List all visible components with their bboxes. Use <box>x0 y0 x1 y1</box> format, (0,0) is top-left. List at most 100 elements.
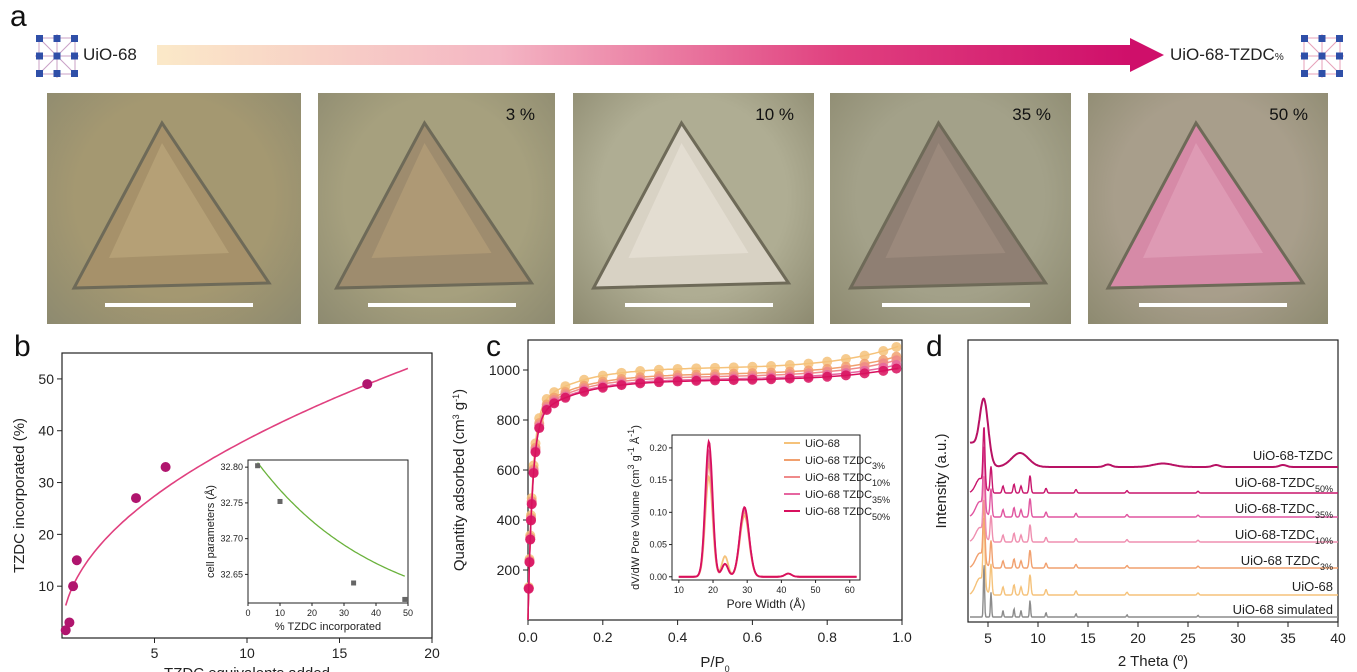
data-point <box>60 625 71 636</box>
isotherm-point <box>803 372 814 383</box>
isotherm-point <box>728 375 739 386</box>
x-tick-label: 15 <box>1080 630 1096 646</box>
isotherm-point <box>523 583 534 594</box>
loading-percent-label: 3 % <box>505 105 535 124</box>
pxrd-pattern <box>969 446 1338 518</box>
plot-frame <box>527 339 903 621</box>
legend-label: UiO-68 TZDC35% <box>805 489 890 505</box>
x-tick-label: 30 <box>1230 630 1246 646</box>
scale-bar <box>1139 303 1287 307</box>
inset-x-tick-label: 0 <box>245 608 250 618</box>
isotherm-point <box>878 345 889 356</box>
inset-x-tick-label: 20 <box>708 585 718 595</box>
y-axis-label: Quantity adsorbed (cm3 g-1) <box>451 389 468 571</box>
y-tick-label: 40 <box>38 423 54 439</box>
data-point <box>71 555 82 566</box>
isotherm-point <box>784 373 795 384</box>
isotherm-point <box>525 534 536 545</box>
y-axis-label: Intensity (a.u.) <box>933 433 950 528</box>
inset-data-point <box>351 580 357 586</box>
loading-percent-label: 50 % <box>1269 105 1308 124</box>
chart-d-pxrd: 5 10 15 20 25 30 35 40 2 Theta (º) Intensity (a.u… <box>933 339 1346 670</box>
panel-letter-b: b <box>14 330 31 363</box>
crystal-highlight <box>109 143 229 258</box>
isotherm-point <box>891 363 902 374</box>
isotherm-point <box>534 423 545 434</box>
isotherm-point <box>803 358 814 369</box>
chart-b-tzdc-incorporation: 5 10 15 20 10 20 30 40 50 TZDC equivalents added T… <box>11 352 440 672</box>
pxrd-pattern <box>969 517 1338 596</box>
inset-x-tick-label: 30 <box>742 585 752 595</box>
x-tick-label: 0.6 <box>743 629 763 645</box>
crystal-triangle <box>590 120 792 290</box>
inset-x-tick-label: 40 <box>776 585 786 595</box>
scale-bar <box>368 303 516 307</box>
pxrd-pattern <box>970 565 1338 618</box>
data-point <box>64 617 75 628</box>
y-tick-label: 30 <box>38 475 54 491</box>
panel-letter-a: a <box>10 0 27 33</box>
isotherm-point <box>525 515 536 526</box>
inset-x-tick-label: 10 <box>275 608 285 618</box>
isotherm-point <box>747 374 758 385</box>
crystal-photo-1 <box>47 93 301 324</box>
inset-y-axis-label: dV/dW Pore Volume (cm3 g-1 Å-1) <box>626 425 642 590</box>
isotherm-point <box>840 370 851 381</box>
data-point <box>362 379 373 390</box>
pattern-label: UiO-68-TZDC <box>1253 448 1333 463</box>
y-tick-label: 10 <box>38 578 54 594</box>
y-tick-label: 50 <box>38 371 54 387</box>
x-tick-label: 10 <box>239 645 255 661</box>
x-tick-label: 40 <box>1330 630 1346 646</box>
isotherm-point <box>635 378 646 389</box>
plot-frame <box>967 339 1339 623</box>
isotherm-point <box>891 341 902 352</box>
inset-x-axis-label: % TZDC incorporated <box>275 621 381 633</box>
isotherm-point <box>653 377 664 388</box>
y-tick-label: 20 <box>38 526 54 542</box>
inset-y-tick-label: 0.20 <box>649 443 667 453</box>
mof-structure-icon-left <box>35 34 79 78</box>
scale-bar <box>105 303 253 307</box>
inset-y-tick-label: 0.05 <box>649 540 667 550</box>
x-tick-label: 5 <box>984 630 992 646</box>
crystal-photo-3: 10 % <box>573 93 814 324</box>
x-tick-label: 0.4 <box>668 629 688 645</box>
x-tick-label: 5 <box>151 645 159 661</box>
gradient-arrow-head <box>1130 38 1164 72</box>
inset-y-tick-label: 32.75 <box>220 498 243 508</box>
inset-y-tick-label: 0.10 <box>649 507 667 517</box>
y-tick-label: 800 <box>497 412 521 428</box>
pattern-label: UiO-68-TZDC50% <box>1235 475 1333 494</box>
x-tick-label: 15 <box>332 645 348 661</box>
y-tick-label: 1000 <box>489 362 520 378</box>
crystal-photo-4: 35 % <box>830 93 1071 324</box>
fit-curve <box>64 367 409 606</box>
y-tick-label: 400 <box>497 512 521 528</box>
psd-line <box>678 438 857 578</box>
inset-x-axis-label: Pore Width (Å) <box>727 596 806 611</box>
inset-x-tick-label: 60 <box>845 585 855 595</box>
isotherm-point <box>530 447 541 458</box>
scale-bar <box>882 303 1030 307</box>
isotherm-point <box>616 380 627 391</box>
legend-label: UiO-68 <box>805 438 840 450</box>
x-tick-label: 25 <box>1180 630 1196 646</box>
mof-structure-icon-right <box>1300 34 1344 78</box>
isotherm-point <box>560 392 571 403</box>
crystal-highlight <box>371 143 492 258</box>
x-tick-label: 20 <box>424 645 440 661</box>
isotherm-point <box>859 368 870 379</box>
inset-y-tick-label: 32.80 <box>220 462 243 472</box>
loading-percent-label: 10 % <box>755 105 794 124</box>
pattern-label: UiO-68 TZDC3% <box>1241 553 1333 572</box>
inset-x-tick-label: 40 <box>371 608 381 618</box>
pxrd-pattern <box>969 499 1338 569</box>
isotherm-point <box>878 365 889 376</box>
data-point <box>68 581 79 592</box>
x-tick-label: 10 <box>1030 630 1046 646</box>
inset-x-tick-label: 10 <box>674 585 684 595</box>
isotherm-point <box>710 375 720 386</box>
inset-fit-curve <box>257 462 406 577</box>
data-point <box>131 493 141 504</box>
